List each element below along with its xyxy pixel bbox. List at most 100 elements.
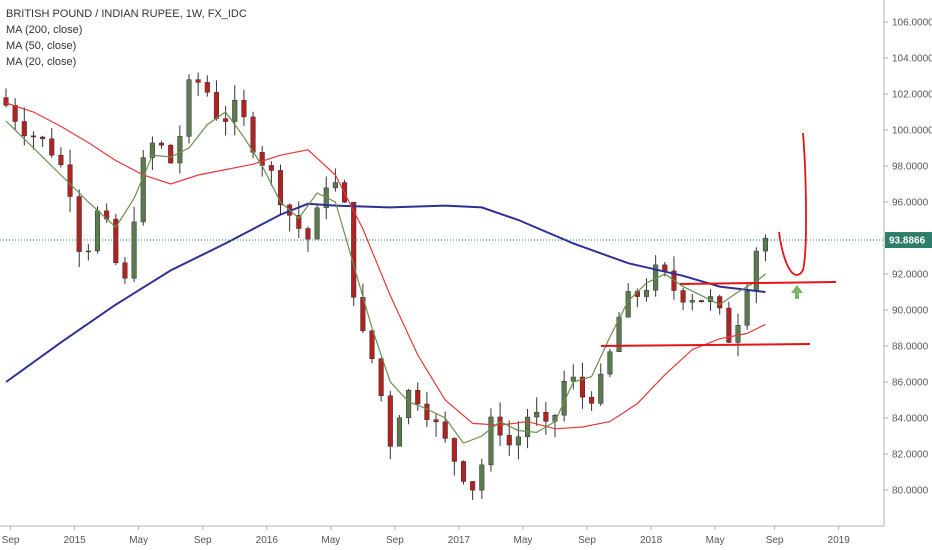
- candle: [40, 135, 46, 147]
- y-tick-label: 82.0000: [892, 450, 929, 461]
- candle: [561, 370, 567, 422]
- candle: [131, 206, 137, 283]
- user-drawings: [600, 132, 837, 347]
- candle: [177, 125, 183, 174]
- candle: [543, 401, 549, 435]
- candle: [479, 458, 485, 499]
- candle: [351, 201, 357, 306]
- x-tick-label: May: [129, 535, 148, 546]
- x-tick-label: 2019: [828, 535, 851, 546]
- y-tick-label: 88.0000: [892, 342, 929, 353]
- candle: [67, 149, 73, 213]
- candle: [268, 161, 274, 186]
- candle: [762, 234, 769, 262]
- resistance-line: [679, 281, 837, 285]
- y-tick: 106.0000: [884, 18, 932, 29]
- candle: [122, 257, 128, 284]
- y-tick: 102.0000: [884, 90, 932, 101]
- y-tick: 98.0000: [884, 162, 929, 173]
- x-tick-label: Sep: [766, 535, 784, 546]
- candle: [3, 88, 9, 108]
- y-tick: 92.0000: [884, 270, 929, 281]
- y-tick-label: 104.0000: [892, 54, 932, 65]
- x-tick: May: [321, 526, 340, 546]
- candle: [159, 140, 165, 149]
- x-tick: Sep: [766, 526, 784, 546]
- candle: [570, 364, 576, 390]
- x-tick-label: May: [514, 535, 533, 546]
- candle: [589, 391, 595, 411]
- x-tick-label: Sep: [194, 535, 212, 546]
- y-tick-label: 92.0000: [892, 270, 929, 281]
- candle: [12, 98, 18, 130]
- candle: [497, 402, 503, 446]
- y-tick-label: 102.0000: [892, 90, 932, 101]
- chart-legend: BRITISH POUND / INDIAN RUPEE, 1W, FX_IDC…: [6, 6, 247, 70]
- y-tick: 100.0000: [884, 126, 932, 137]
- legend-ma200[interactable]: MA (200, close): [6, 24, 83, 36]
- support-line: [600, 343, 811, 347]
- candle: [213, 80, 219, 121]
- candle: [406, 388, 412, 425]
- candle: [149, 136, 155, 170]
- candle: [232, 85, 238, 136]
- y-tick-label: 80.0000: [892, 486, 929, 497]
- candle: [470, 480, 476, 500]
- y-tick-label: 90.0000: [892, 306, 929, 317]
- x-tick-label: Sep: [2, 535, 20, 546]
- candle: [515, 421, 521, 460]
- x-tick: 2019: [828, 526, 851, 546]
- x-tick: May: [129, 526, 148, 546]
- x-tick: May: [514, 526, 533, 546]
- candle: [598, 363, 604, 406]
- x-tick-label: May: [706, 535, 725, 546]
- current-price-badge: [885, 232, 932, 249]
- up-arrow-icon: [791, 285, 803, 299]
- x-tick: 2017: [448, 526, 471, 546]
- y-tick: 88.0000: [884, 342, 929, 353]
- y-tick-label: 98.0000: [892, 162, 929, 173]
- candle: [195, 72, 201, 96]
- candle: [378, 357, 384, 402]
- candle: [314, 203, 320, 240]
- y-tick-label: 96.0000: [892, 198, 929, 209]
- x-tick: Sep: [2, 526, 20, 546]
- y-tick: 82.0000: [884, 450, 929, 461]
- legend-ma20[interactable]: MA (20, close): [6, 56, 77, 68]
- candle: [525, 408, 531, 449]
- candle: [753, 247, 759, 304]
- y-tick: 96.0000: [884, 198, 929, 209]
- candle: [241, 89, 247, 126]
- y-tick-label: 84.0000: [892, 414, 929, 425]
- ma20-line: [5, 111, 766, 444]
- x-tick: 2016: [256, 526, 278, 546]
- candle: [607, 348, 613, 378]
- candle: [30, 131, 36, 150]
- candle: [332, 168, 338, 192]
- projection-curve: [778, 132, 807, 276]
- y-tick-label: 86.0000: [892, 378, 929, 389]
- x-tick-label: May: [321, 535, 340, 546]
- x-tick: Sep: [578, 526, 596, 546]
- candle: [442, 411, 448, 443]
- candle: [305, 226, 311, 252]
- ma200-line: [5, 202, 766, 383]
- candle: [726, 301, 732, 343]
- x-tick: Sep: [386, 526, 404, 546]
- x-tick-label: 2017: [448, 535, 471, 546]
- candle: [653, 255, 659, 297]
- candle: [223, 106, 229, 136]
- legend-ma50[interactable]: MA (50, close): [6, 40, 77, 52]
- candle: [369, 329, 375, 364]
- y-tick-label: 106.0000: [892, 18, 932, 29]
- x-tick-label: Sep: [386, 535, 404, 546]
- ma50-line: [5, 102, 766, 430]
- y-tick: 84.0000: [884, 414, 929, 425]
- x-tick-label: 2018: [640, 535, 663, 546]
- candle: [396, 415, 402, 447]
- candle: [186, 74, 192, 144]
- candle: [85, 244, 91, 261]
- x-tick: 2018: [640, 526, 663, 546]
